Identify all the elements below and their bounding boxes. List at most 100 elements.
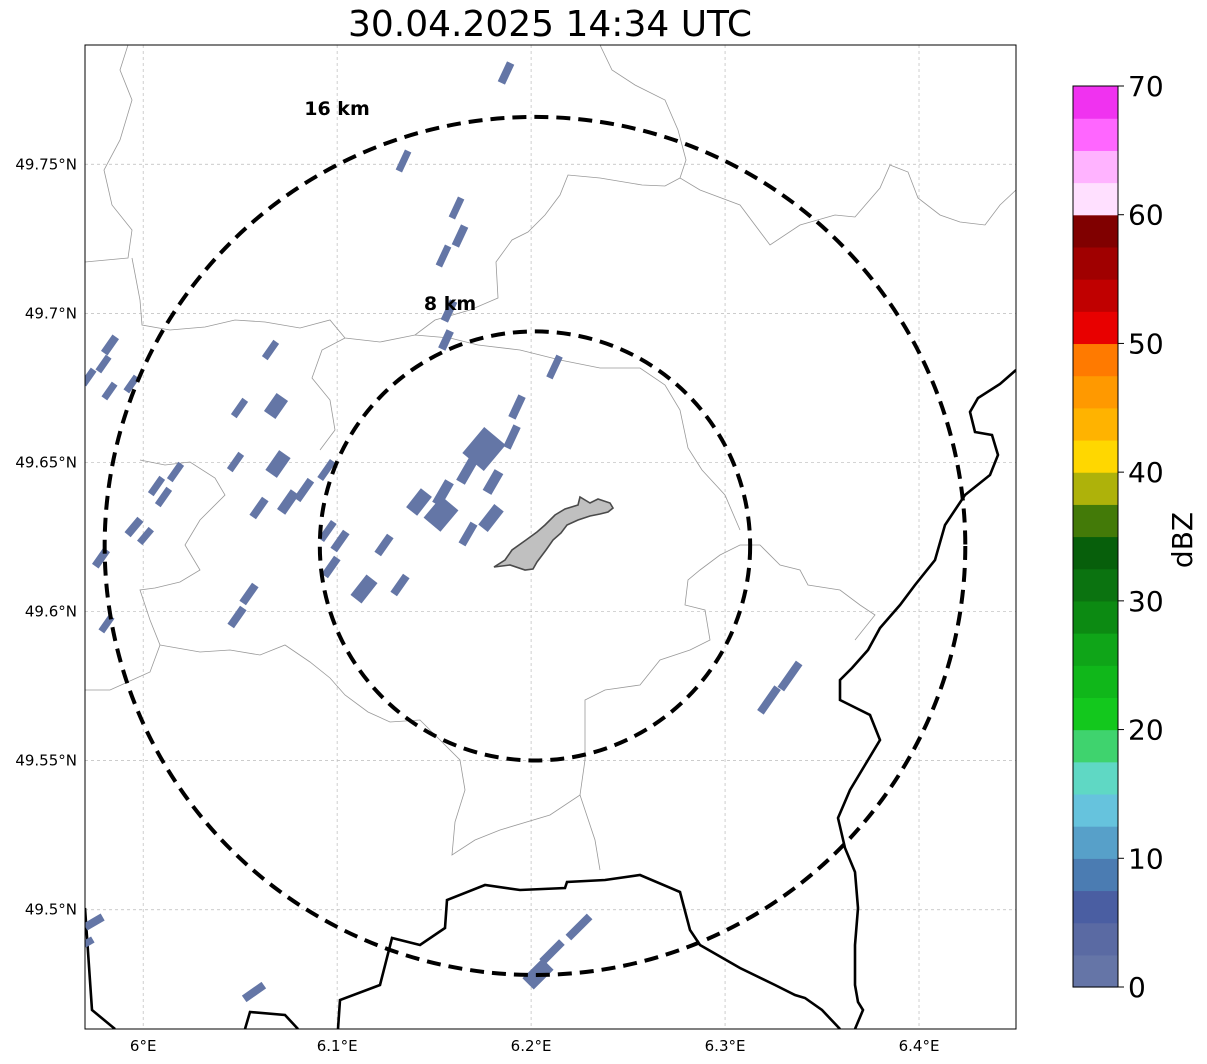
colorbar-segment [1073, 279, 1118, 312]
radar-echo-cell [241, 981, 267, 1003]
plot-frame [84, 44, 1017, 1030]
radar-echo-cell [98, 614, 115, 634]
colorbar-segment [1073, 246, 1118, 280]
radar-echo-cell [101, 381, 118, 401]
radar-echo-cell [508, 394, 526, 420]
colorbar-segment [1073, 793, 1118, 827]
radar-echo-cell [456, 457, 478, 485]
colorbar-tick-label: 40 [1128, 456, 1164, 489]
lat-tick-label: 49.75°N [15, 155, 77, 173]
lat-tick-label: 49.5°N [25, 901, 77, 919]
colorbar-segment [1073, 697, 1118, 731]
radar-echo-cell [137, 526, 154, 546]
lon-tick-label: 6.4°E [899, 1037, 940, 1055]
urban-area-polygon [493, 495, 615, 571]
colorbar-segment [1073, 600, 1118, 634]
range-ring-8km [317, 329, 753, 763]
colorbar-tick-label: 60 [1128, 199, 1164, 232]
colorbar-tick-label: 10 [1128, 842, 1164, 875]
radar-echo-cell [395, 149, 412, 173]
radar-echoes [85, 61, 803, 1003]
colorbar-tick-label: 0 [1128, 971, 1146, 1004]
colorbar-segment [1073, 439, 1118, 473]
colorbar-segment [1073, 407, 1118, 441]
colorbar-tick-label: 30 [1128, 585, 1164, 618]
lat-tick-label: 49.65°N [15, 453, 77, 471]
range-ring-labels: 8 km 16 km [304, 98, 476, 315]
radar-echo-cell [423, 496, 459, 532]
radar-echo-cell [435, 244, 452, 268]
range-ring-label: 16 km [304, 98, 370, 120]
radar-echo-cell [497, 61, 515, 85]
colorbar-segment [1073, 729, 1118, 763]
national-border [85, 369, 1016, 1029]
range-ring-16km [102, 114, 968, 977]
radar-echo-cell [277, 489, 299, 515]
radar-echo-cell [546, 354, 563, 380]
colorbar-segment [1073, 568, 1118, 602]
radar-echo-cell [390, 573, 410, 597]
radar-echo-cell [539, 939, 565, 965]
colorbar-tick-label: 70 [1128, 70, 1164, 103]
colorbar-segment [1073, 665, 1118, 698]
colorbar-segment [1073, 182, 1118, 216]
radar-echo-cell [406, 488, 432, 516]
lon-tick-label: 6.2°E [511, 1037, 552, 1055]
range-ring-label: 8 km [424, 293, 476, 315]
radar-echo-cell [777, 660, 803, 692]
radar-echo-cell [478, 504, 504, 532]
lon-tick-label: 6.1°E [317, 1037, 358, 1055]
radar-echo-cell [330, 529, 350, 553]
gridlines [85, 45, 1016, 1029]
lon-tick-label: 6.3°E [705, 1037, 746, 1055]
radar-echo-cell [448, 196, 465, 220]
colorbar-segment [1073, 826, 1118, 859]
colorbar-segment [1073, 633, 1118, 666]
colorbar-segment [1073, 86, 1118, 119]
radar-echo-cell [154, 486, 173, 508]
colorbar-segment [1073, 954, 1118, 988]
radar-echo-cell [85, 913, 105, 931]
radar-echo-cell [565, 913, 593, 941]
colorbar-segment [1073, 472, 1118, 505]
lat-tick-label: 49.55°N [15, 752, 77, 770]
radar-echo-cell [350, 574, 378, 604]
colorbar-segment [1073, 504, 1118, 538]
map-title: 30.04.2025 14:34 UTC [347, 4, 753, 45]
colorbar-segment [1073, 536, 1118, 570]
radar-echo-cell [451, 224, 469, 248]
radar-echo-cell [261, 339, 280, 361]
colorbar-segment [1073, 375, 1118, 409]
radar-echo-cell [318, 519, 337, 543]
radar-echo-cell [147, 475, 166, 497]
colorbar-label: dBZ [1166, 512, 1199, 568]
colorbar-segment [1073, 150, 1118, 184]
radar-echo-cell [503, 424, 521, 450]
radar-echo-cell [293, 477, 315, 503]
radar-echo-cell [166, 461, 185, 483]
colorbar-segment [1073, 214, 1118, 248]
radar-echo-cell [265, 450, 291, 478]
colorbar-tick-label: 50 [1128, 327, 1164, 360]
colorbar-segment [1073, 343, 1118, 377]
colorbar-segment [1073, 311, 1118, 345]
radar-echo-cell [458, 521, 478, 547]
radar-echo-cell [317, 458, 336, 482]
colorbar-segment [1073, 761, 1118, 795]
colorbar-segment [1073, 118, 1118, 151]
admin-borders [85, 45, 1016, 871]
colorbar: 0 10 20 30 40 50 60 70 dBZ [1072, 70, 1199, 1004]
radar-echo-cell [100, 334, 120, 356]
colorbar-segment [1073, 858, 1118, 892]
colorbar-tick-label: 20 [1128, 714, 1164, 747]
radar-echo-cell [239, 582, 259, 606]
colorbar-frame [1072, 85, 1119, 988]
radar-echo-cell [91, 547, 111, 569]
radar-echo-cell [95, 354, 112, 374]
lat-tick-label: 49.7°N [25, 304, 77, 322]
radar-echo-cell [374, 533, 394, 557]
radar-echo-cell [321, 555, 341, 579]
range-rings [102, 114, 968, 977]
axis-tick-labels: 6°E 6.1°E 6.2°E 6.3°E 6.4°E 49.75°N 49.7°N 49.6… [15, 155, 939, 1055]
